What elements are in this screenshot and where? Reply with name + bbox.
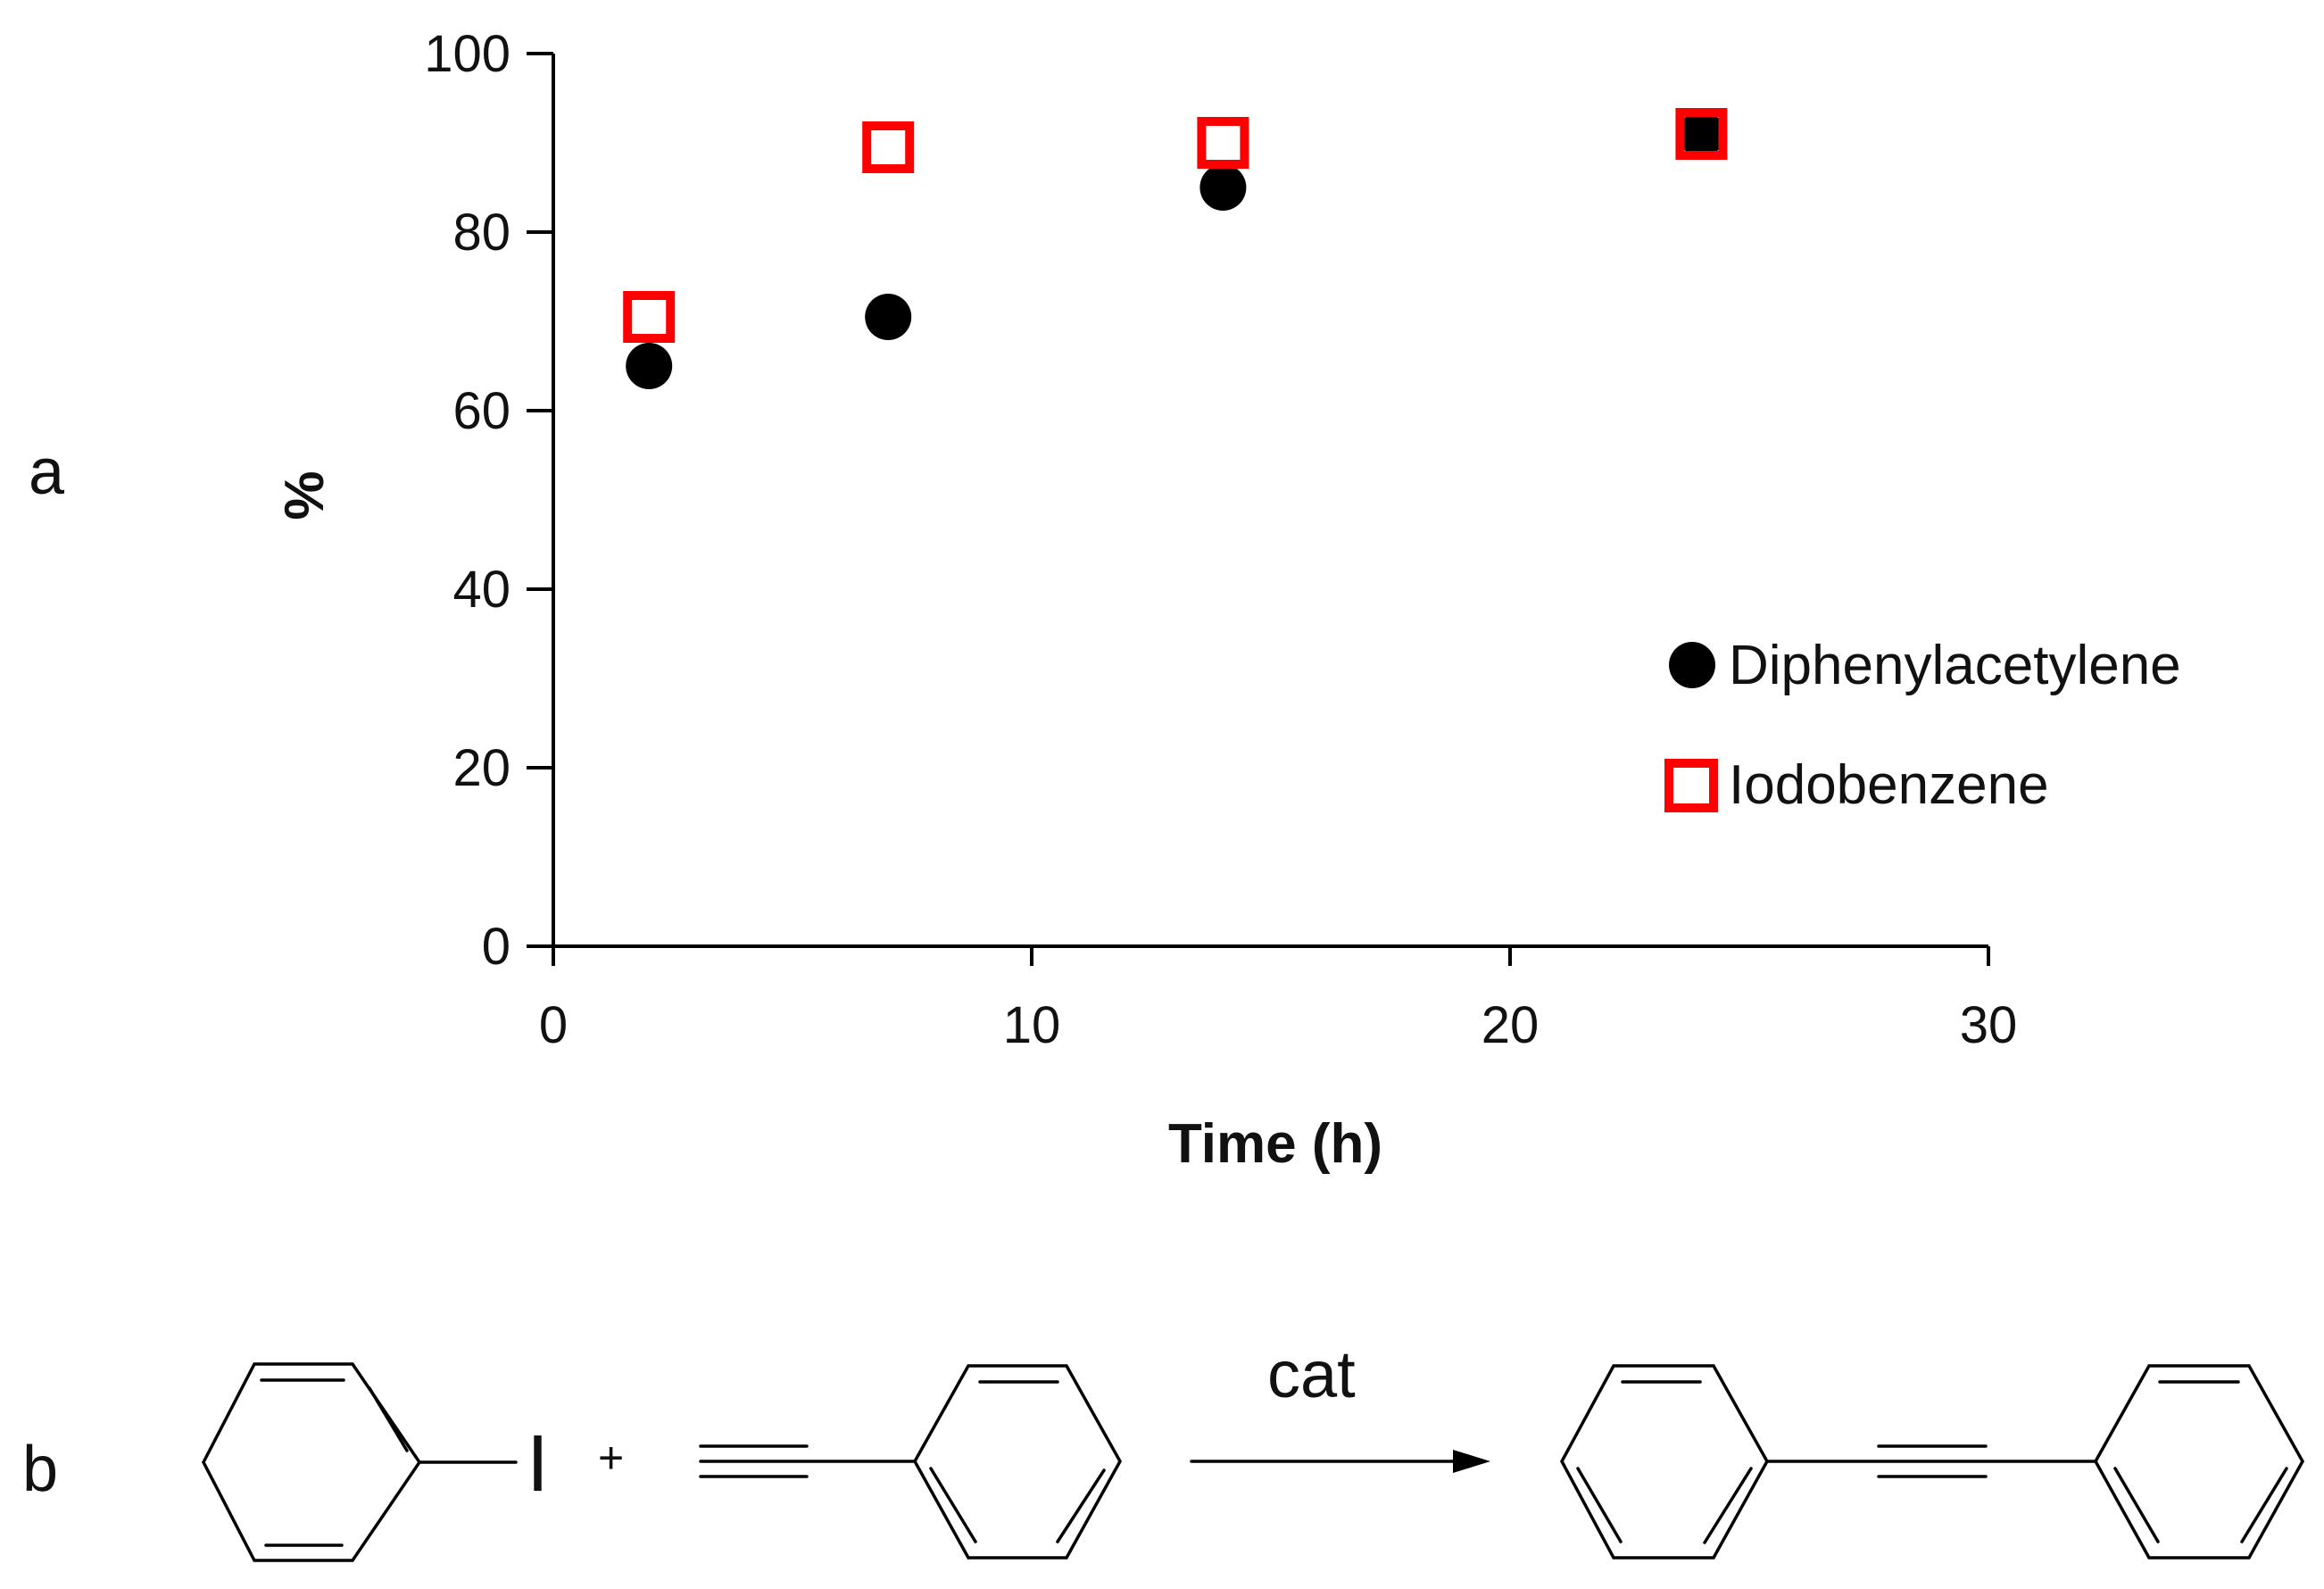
y-tick-label: 20 (452, 739, 510, 797)
iodine-atom-label: I (527, 1419, 549, 1509)
y-axis-title: % (274, 470, 336, 520)
legend-marker-diphenylacetylene (1669, 642, 1715, 688)
x-tick-label: 0 (539, 996, 568, 1054)
y-tick-label: 40 (452, 561, 510, 619)
y-axis-ticks: 0 20 40 60 80 100 (424, 25, 553, 976)
panel-label-b: b (22, 1434, 58, 1505)
legend-label-diphenylacetylene: Diphenylacetylene (1729, 635, 2181, 696)
legend: Diphenylacetylene Iodobenzene (1664, 635, 2181, 816)
point-diphenylacetylene (626, 343, 673, 389)
data-points (623, 108, 1728, 389)
point-iodobenzene (862, 121, 915, 173)
x-tick-label: 10 (1003, 996, 1061, 1054)
x-tick-label: 20 (1482, 996, 1540, 1054)
x-tick-label: 30 (1960, 996, 2018, 1054)
legend-label-iodobenzene: Iodobenzene (1729, 754, 2049, 816)
point-diphenylacetylene (1678, 111, 1725, 157)
iodobenzene-structure (202, 1362, 518, 1562)
point-iodobenzene (1675, 108, 1728, 160)
reaction-arrow (1190, 1450, 1490, 1473)
x-axis-ticks: 0 10 20 30 (539, 946, 2017, 1054)
scatter-chart: 0 20 40 60 80 100 0 10 20 30 Time (h) % Diphenyl… (274, 25, 2181, 1175)
plus-sign: + (598, 1433, 624, 1483)
diphenylacetylene-structure (1560, 1364, 2305, 1560)
point-diphenylacetylene (865, 294, 912, 340)
y-tick-label: 60 (452, 382, 510, 440)
point-iodobenzene (623, 291, 676, 343)
catalyst-label: cat (1267, 1337, 1356, 1411)
y-tick-label: 100 (424, 25, 510, 83)
point-iodobenzene (1197, 117, 1249, 169)
point-diphenylacetylene (1199, 164, 1247, 211)
reaction-scheme: I + cat (202, 1337, 2305, 1562)
legend-marker-iodobenzene (1664, 759, 1718, 812)
phenylacetylene-structure (699, 1364, 1123, 1560)
y-tick-label: 80 (452, 204, 510, 262)
y-tick-label: 0 (482, 918, 510, 976)
panel-label-a: a (29, 437, 65, 508)
x-axis-title: Time (h) (1168, 1113, 1382, 1175)
